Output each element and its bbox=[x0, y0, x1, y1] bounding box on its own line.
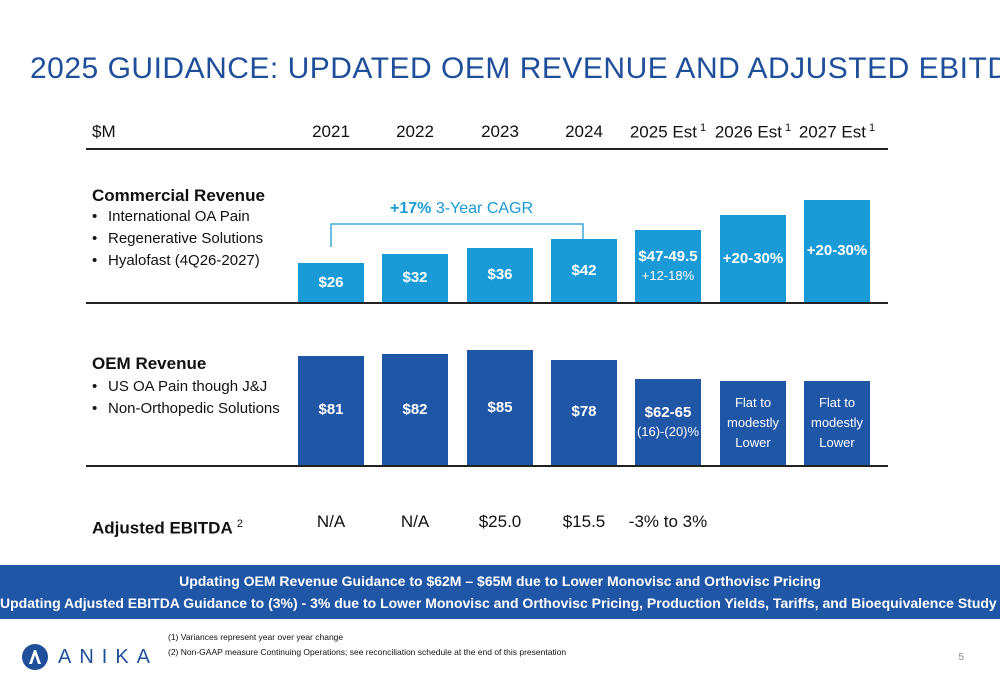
bar-value-label: +20-30% bbox=[806, 242, 868, 259]
oem-bar-2026-est: Flat to modestly Lower bbox=[720, 381, 786, 465]
anika-logo-icon bbox=[22, 644, 48, 670]
year-label: 2026 Est bbox=[714, 122, 782, 142]
unit-label: $M bbox=[92, 122, 116, 141]
guidance-banner: Updating OEM Revenue Guidance to $62M – … bbox=[0, 565, 1000, 619]
cagr-text: 3-Year CAGR bbox=[435, 200, 534, 217]
commercial-bullets: International OA Pain Regenerative Solut… bbox=[92, 206, 263, 272]
bar-value-label: $36 bbox=[487, 266, 513, 283]
year-label: 2021 bbox=[312, 122, 350, 141]
adjusted-ebitda-text: Adjusted EBITDA bbox=[92, 518, 233, 538]
year-label: 2022 bbox=[396, 122, 434, 141]
year-header-3: 2024 bbox=[542, 122, 626, 142]
cagr-value: +17% bbox=[390, 200, 432, 217]
year-label: 2023 bbox=[481, 122, 519, 141]
oem-baseline bbox=[86, 465, 888, 467]
oem-bar-2024: $78 bbox=[551, 359, 617, 465]
commercial-revenue-label: Commercial Revenue bbox=[92, 186, 265, 205]
bullet-item: Non-Orthopedic Solutions bbox=[92, 398, 280, 420]
oem-bar-2022: $82 bbox=[382, 354, 448, 465]
bar-value-label: $82 bbox=[402, 400, 428, 418]
commercial-bar-2021: $26 bbox=[298, 263, 364, 302]
commercial-bar-2022: $32 bbox=[382, 254, 448, 302]
oem-bar-2021: $81 bbox=[298, 355, 364, 465]
commercial-bar-2026-est: +20-30% bbox=[720, 215, 786, 302]
bar-value-label: $42 bbox=[571, 261, 597, 279]
year-footnote-ref: 1 bbox=[865, 122, 876, 134]
oem-bar-2027-est: Flat to modestly Lower bbox=[804, 381, 870, 465]
bar-value-label: +20-30% bbox=[722, 249, 784, 267]
ebitda-value-1: N/A bbox=[400, 512, 430, 531]
page-title: 2025 GUIDANCE: UPDATED OEM REVENUE AND A… bbox=[30, 52, 1000, 85]
bar-change-label: +12-18% bbox=[641, 267, 695, 283]
commercial-bar-2023: $36 bbox=[467, 248, 533, 302]
year-footnote-ref: 1 bbox=[781, 122, 792, 134]
year-header-0: 2021 bbox=[289, 122, 373, 142]
year-label: 2024 bbox=[565, 122, 603, 141]
cagr-annotation: +17% 3-Year CAGR bbox=[390, 200, 533, 218]
banner-line-1: Updating OEM Revenue Guidance to $62M – … bbox=[179, 573, 821, 589]
bar-change-label: (16)-(20)% bbox=[636, 424, 700, 440]
banner-line-2: Updating Adjusted EBITDA Guidance to (3%… bbox=[0, 595, 1000, 611]
company-logo: ANIKA bbox=[20, 642, 158, 672]
logo-wordmark: ANIKA bbox=[58, 645, 159, 668]
footnote-1: (1) Variances represent year over year c… bbox=[168, 632, 344, 642]
ebitda-value-4: -3% to 3% bbox=[628, 512, 708, 531]
bar-value-label: $81 bbox=[318, 401, 344, 419]
oem-bar-2025-est: $62-65 (16)-(20)% bbox=[635, 379, 701, 465]
year-header-2: 2023 bbox=[458, 122, 542, 142]
bar-value-label: $78 bbox=[571, 403, 597, 421]
bar-value-label: $62-65 bbox=[644, 404, 692, 422]
bar-value-label: Flat to modestly Lower bbox=[726, 395, 780, 451]
ebitda-value-2: $25.0 bbox=[478, 512, 522, 531]
bullet-item: Hyalofast (4Q26-2027) bbox=[92, 250, 263, 272]
footnote-2: (2) Non-GAAP measure Continuing Operatio… bbox=[168, 647, 567, 657]
year-header-1: 2022 bbox=[373, 122, 457, 142]
page-number: 5 bbox=[958, 652, 964, 663]
oem-bullets: US OA Pain though J&J Non-Orthopedic Sol… bbox=[92, 376, 280, 420]
year-label: 2027 Est bbox=[798, 122, 866, 142]
bar-value-label: $47-49.5 bbox=[638, 247, 698, 265]
ebitda-footnote-ref: 2 bbox=[236, 518, 243, 530]
header-rule bbox=[86, 148, 888, 150]
bullet-item: US OA Pain though J&J bbox=[92, 376, 280, 398]
year-header-6: 2027 Est 1 bbox=[795, 122, 879, 143]
adjusted-ebitda-label: Adjusted EBITDA 2 bbox=[92, 518, 243, 539]
year-footnote-ref: 1 bbox=[696, 122, 707, 134]
bar-value-label: $26 bbox=[318, 273, 344, 291]
oem-bar-2023: $85 bbox=[467, 350, 533, 465]
ebitda-value-3: $15.5 bbox=[562, 512, 606, 531]
year-header-5: 2026 Est 1 bbox=[711, 122, 795, 143]
year-header-4: 2025 Est 1 bbox=[626, 122, 710, 143]
commercial-baseline bbox=[86, 302, 888, 304]
commercial-bar-2024: $42 bbox=[551, 239, 617, 302]
bar-value-label: $32 bbox=[402, 269, 428, 286]
commercial-bar-2025-est: $47-49.5 +12-18% bbox=[635, 229, 701, 302]
commercial-bar-2027-est: +20-30% bbox=[804, 200, 870, 302]
year-label: 2025 Est bbox=[629, 122, 697, 142]
bullet-item: Regenerative Solutions bbox=[92, 228, 263, 250]
bar-value-label: $85 bbox=[487, 398, 513, 416]
oem-revenue-label: OEM Revenue bbox=[92, 354, 207, 373]
ebitda-value-0: N/A bbox=[316, 512, 346, 531]
bar-value-label: Flat to modestly Lower bbox=[810, 395, 864, 451]
bullet-item: International OA Pain bbox=[92, 206, 263, 228]
